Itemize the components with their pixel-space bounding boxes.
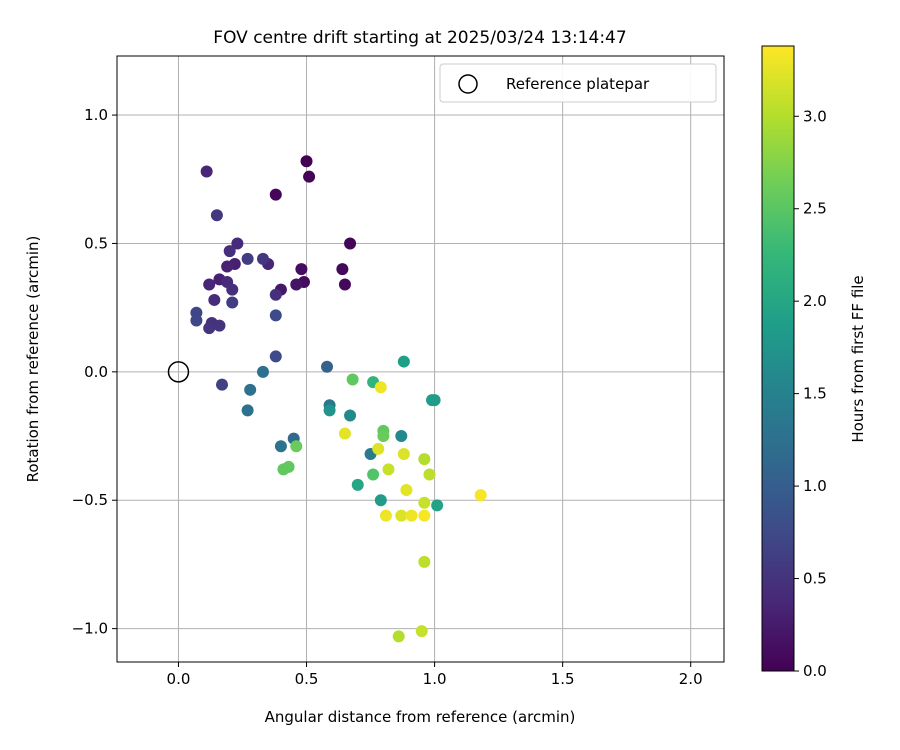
data-point [344,409,357,422]
y-tick-label: 0.0 [84,363,108,381]
data-point [269,188,282,201]
data-point [395,430,408,443]
data-point [203,322,216,335]
data-point [208,293,221,306]
colorbar-tick-label: 1.5 [803,385,827,403]
data-point [418,555,431,568]
data-point [277,463,290,476]
colorbar-tick-label: 2.0 [803,292,827,310]
data-point [256,252,269,265]
colorbar: 0.0 0.5 1.0 1.5 2.0 2.5 3.0 Hours from first F… [761,45,867,680]
legend-marker-icon [458,74,478,94]
data-point [428,394,441,407]
legend: Reference platepar [439,63,717,103]
data-point [336,263,349,276]
data-point [415,625,428,638]
data-points [190,155,487,643]
data-point [338,278,351,291]
data-point [256,365,269,378]
data-point [300,155,313,168]
data-point [269,309,282,322]
plot-area: 0.0 0.5 1.0 1.5 2.0 1.0 0.5 0.0 −0.5 −1.0 [72,55,725,688]
colorbar-tick-label: 2.5 [803,200,827,218]
reference-point [167,361,190,383]
data-point [397,448,410,461]
data-point [344,237,357,250]
data-point [431,499,444,512]
data-point [244,383,257,396]
data-point [221,260,234,273]
data-point [226,283,239,296]
data-point [351,478,364,491]
data-point [405,509,418,522]
colorbar-gradient [761,45,795,672]
data-point [474,489,487,502]
data-point [303,170,316,183]
y-tick-label: −0.5 [72,491,108,509]
y-tick-label: 1.0 [84,106,108,124]
y-tick-label: −1.0 [72,620,108,638]
data-point [418,509,431,522]
data-point [374,381,387,394]
data-point [200,165,213,178]
data-point [290,278,303,291]
x-axis-ticks: 0.0 0.5 1.0 1.5 2.0 [167,662,703,688]
data-point [374,494,387,507]
x-tick-label: 1.0 [423,670,447,688]
colorbar-label: Hours from first FF file [849,275,867,442]
data-point [379,509,392,522]
data-point [395,509,408,522]
data-point [400,483,413,496]
data-point [338,427,351,440]
x-axis-label: Angular distance from reference (arcmin) [265,708,576,726]
data-point [377,430,390,443]
y-tick-label: 0.5 [84,234,108,252]
data-point [367,468,380,481]
data-point [392,630,405,643]
data-point [418,496,431,509]
data-point [382,463,395,476]
data-point [190,314,203,327]
data-point [372,442,385,455]
colorbar-ticks: 0.0 0.5 1.0 1.5 2.0 2.5 3.0 [794,107,827,680]
data-point [323,404,336,417]
y-axis-ticks: 1.0 0.5 0.0 −0.5 −1.0 [72,106,117,638]
legend-box [439,63,717,103]
colorbar-tick-label: 3.0 [803,107,827,125]
data-point [226,296,239,309]
data-point [210,209,223,222]
x-tick-label: 0.0 [167,670,191,688]
data-point [269,350,282,363]
legend-label: Reference platepar [506,75,650,93]
plot-frame [116,55,725,663]
data-point [241,404,254,417]
data-point [423,468,436,481]
chart-title: FOV centre drift starting at 2025/03/24 … [213,28,626,48]
data-point [274,440,287,453]
data-point [346,373,359,386]
reference-marker [167,361,190,383]
data-point [295,263,308,276]
colorbar-tick-label: 0.0 [803,662,827,680]
data-point [223,245,236,258]
data-point [269,288,282,301]
data-point [397,355,410,368]
data-point [213,319,226,332]
data-point [290,440,303,453]
colorbar-tick-label: 0.5 [803,570,827,588]
data-point [203,278,216,291]
grid [117,56,724,662]
data-point [418,453,431,466]
y-axis-label: Rotation from reference (arcmin) [24,236,42,483]
x-tick-label: 1.5 [551,670,575,688]
x-tick-label: 0.5 [295,670,319,688]
colorbar-tick-label: 1.0 [803,477,827,495]
x-tick-label: 2.0 [679,670,703,688]
data-point [216,378,229,391]
data-point [321,360,334,373]
data-point [241,252,254,265]
data-point [231,237,244,250]
